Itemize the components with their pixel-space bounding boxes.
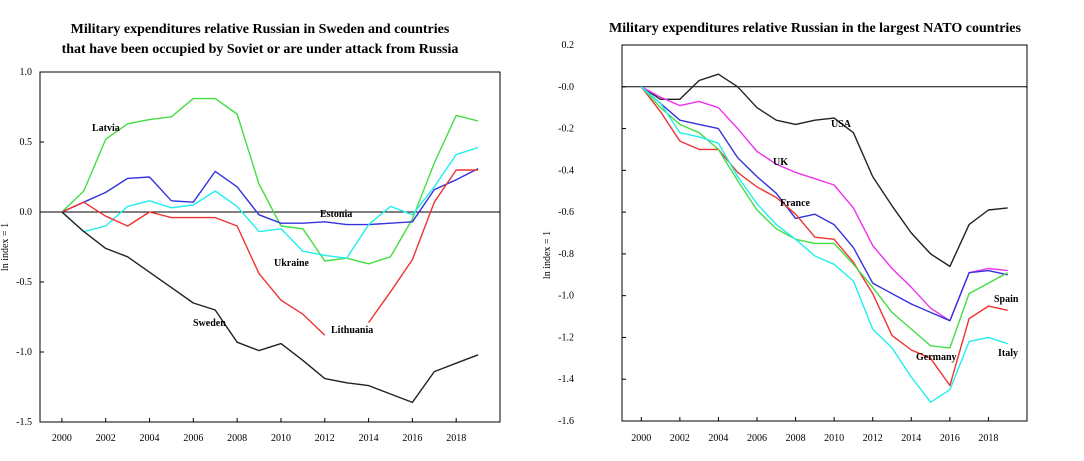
right-y-tick-label: -0.8 — [558, 249, 574, 260]
left-x-tick-label: 2000 — [52, 433, 72, 444]
right-x-tick-label: 2000 — [631, 433, 651, 444]
right-y-axis-label: ln index = 1 — [542, 231, 553, 279]
right-series-line-uk — [640, 86, 1008, 322]
left-x-tick-label: 2008 — [227, 433, 247, 444]
left-series-label-lithuania: Lithuania — [331, 325, 373, 336]
left-plot-frame — [39, 71, 501, 423]
left-series-line-ukraine — [61, 146, 479, 259]
left-series-label-latvia: Latvia — [92, 123, 120, 134]
left-chart-panel: Military expenditures relative Russian i… — [0, 0, 520, 461]
left-y-tick-label: 0.5 — [20, 137, 33, 148]
left-chart-svg: 1.0 0.5 0.0 -0.5 -1.0 -1.5 2000 2002 2004 2006 200… — [0, 67, 501, 444]
left-chart-title-line2: that have been occupied by Soviet or are… — [61, 42, 459, 57]
left-y-tick-label: -0.5 — [16, 277, 32, 288]
right-series-line-germany — [640, 86, 1008, 387]
right-x-tick-label: 2016 — [940, 433, 960, 444]
right-y-tick-label: 0.2 — [562, 40, 575, 51]
left-x-tick-label: 2014 — [359, 433, 379, 444]
right-series-line-italy — [640, 86, 1008, 403]
left-series-line-lithuania — [368, 169, 479, 324]
right-y-tick-label: -1.0 — [558, 291, 574, 302]
right-series-label-france: France — [780, 198, 811, 209]
right-plot-frame — [621, 44, 1028, 422]
right-series-label-spain: Spain — [994, 294, 1019, 305]
right-y-tick-label: -0.4 — [558, 165, 574, 176]
left-series-label-ukraine: Ukraine — [274, 258, 310, 269]
right-y-tick-label: -0.6 — [558, 207, 574, 218]
right-series-line-spain — [640, 86, 1009, 349]
left-x-tick-label: 2016 — [402, 433, 422, 444]
left-series-line-latvia — [61, 97, 479, 265]
left-x-tick-label: 2012 — [315, 433, 335, 444]
right-x-tick-label: 2014 — [901, 433, 921, 444]
left-y-tick-label: -1.5 — [16, 417, 32, 428]
right-x-tick-label: 2004 — [708, 433, 728, 444]
right-x-tick-label: 2002 — [670, 433, 690, 444]
left-series-line-estonia — [61, 167, 479, 226]
left-y-tick-label: 1.0 — [20, 67, 33, 78]
right-x-tick-label: 2008 — [786, 433, 806, 444]
left-x-tick-label: 2006 — [183, 433, 203, 444]
right-x-tick-label: 2010 — [824, 433, 844, 444]
left-x-tick-label: 2002 — [96, 433, 116, 444]
right-y-tick-label: -0.0 — [558, 82, 574, 93]
left-x-tick-label: 2018 — [446, 433, 466, 444]
right-series-line-usa — [640, 73, 1008, 268]
left-series-label-estonia: Estonia — [320, 209, 352, 220]
right-series-label-uk: UK — [773, 157, 788, 168]
right-y-tick-label: -1.6 — [558, 416, 574, 427]
left-y-axis-label: ln index = 1 — [0, 223, 11, 271]
left-series-line-sweden — [61, 211, 479, 404]
right-x-tick-label: 2018 — [978, 433, 998, 444]
left-series-label-sweden: Sweden — [193, 318, 226, 329]
right-series-line-france — [640, 86, 1008, 322]
right-series-label-usa: USA — [831, 119, 852, 130]
right-series-label-germany: Germany — [916, 352, 957, 363]
left-series-line-lithuania — [61, 201, 326, 336]
right-y-tick-label: -0.2 — [558, 124, 574, 135]
right-chart-panel: Military expenditures relative Russian i… — [540, 0, 1084, 461]
right-chart-svg: 0.2 -0.0 -0.2 -0.4 -0.6 -0.8 -1.0 -1.2 -1.4 -1.6 2… — [542, 40, 1028, 444]
right-y-tick-label: -1.4 — [558, 374, 574, 385]
left-y-tick-label: -1.0 — [16, 347, 32, 358]
left-y-tick-label: 0.0 — [20, 207, 33, 218]
right-chart-title: Military expenditures relative Russian i… — [609, 21, 1021, 36]
right-x-tick-label: 2012 — [863, 433, 883, 444]
left-x-tick-label: 2004 — [140, 433, 160, 444]
left-chart-title-line1: Military expenditures relative Russian i… — [70, 22, 450, 37]
right-y-tick-label: -1.2 — [558, 332, 574, 343]
left-x-tick-label: 2010 — [271, 433, 291, 444]
right-x-tick-label: 2006 — [747, 433, 767, 444]
right-series-label-italy: Italy — [998, 348, 1018, 359]
